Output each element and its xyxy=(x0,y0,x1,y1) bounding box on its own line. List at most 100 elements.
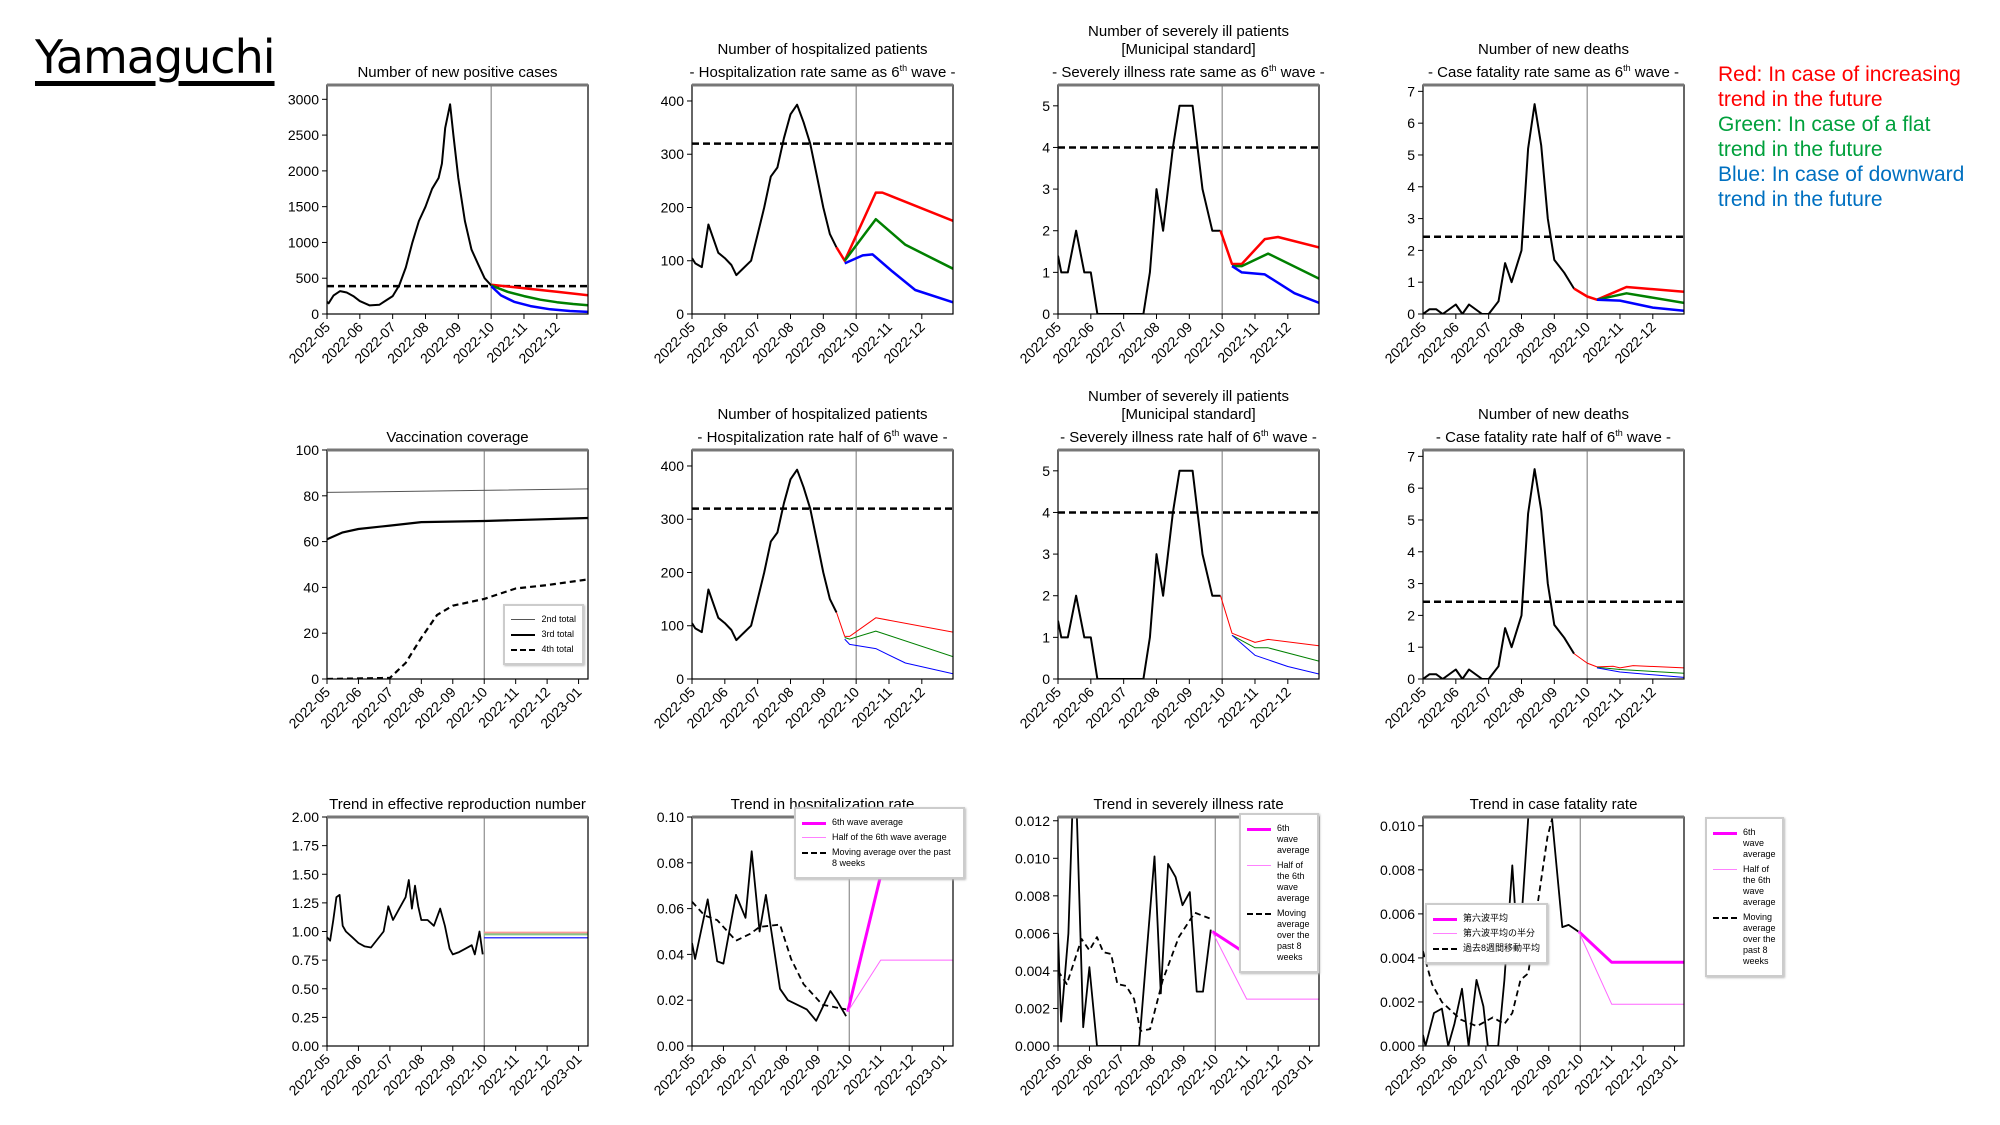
series-line-downward xyxy=(1596,667,1684,678)
series-line-flat xyxy=(1596,292,1684,305)
y-tick-label: 0 xyxy=(676,306,684,322)
y-tick-label: 2 xyxy=(1407,607,1415,623)
series-line-downward xyxy=(844,638,953,675)
y-tick-label: 1 xyxy=(1407,274,1415,290)
scenario-legend-line: Blue: In case of downward xyxy=(1718,163,1965,186)
series-line-actual xyxy=(1423,103,1575,314)
scenario-legend-line: Red: In case of increasing xyxy=(1718,63,1961,86)
legend-line-sample xyxy=(802,822,826,825)
series-line-downward xyxy=(844,253,953,304)
legend-label: Half of the 6th wave average xyxy=(1743,864,1776,907)
chart-case-fatality-rate: Trend in case fatality rate 0.000 0.002 0.0… xyxy=(1380,796,1784,1098)
legend-swatch xyxy=(1433,943,1457,954)
scenario-legend-line: Green: In case of a flat xyxy=(1718,113,1931,136)
chart-legend: 6th wave average Half of the 6th wave ave… xyxy=(1705,817,1784,977)
y-tick-label: 0.006 xyxy=(1380,906,1415,922)
series-line-actual xyxy=(1423,468,1575,679)
chart-severely-ill-same-rate: Number of severely ill patients [Municipa… xyxy=(1016,23,1324,366)
legend-entry: Moving average over the past 8 weeks xyxy=(1247,908,1311,963)
y-tick-label: 0 xyxy=(1407,671,1415,687)
y-tick-label: 3000 xyxy=(288,91,319,107)
y-tick-label: 500 xyxy=(296,270,320,286)
chart-legend: 6th wave average Half of the 6th wave ave… xyxy=(1239,813,1319,973)
legend-entry: 2nd total xyxy=(511,614,576,625)
chart-title: Number of new deaths - Case fatality rate… xyxy=(1343,406,1764,447)
legend-swatch xyxy=(1247,908,1271,919)
y-tick-label: 4 xyxy=(1407,179,1415,195)
legend-entry: 6th wave average xyxy=(802,817,957,828)
legend-line-sample xyxy=(1433,918,1457,921)
legend-label: 3rd total xyxy=(541,629,574,639)
y-tick-label: 0 xyxy=(1042,671,1050,687)
legend-line-sample xyxy=(802,852,826,854)
y-tick-label: 20 xyxy=(303,625,319,641)
chart-legend: 6th wave average Half of the 6th wave ave… xyxy=(794,807,965,879)
y-tick-label: 0 xyxy=(676,671,684,687)
plot-area: 01002003004002022-052022-062022-072022-0… xyxy=(650,448,954,731)
y-tick-label: 6 xyxy=(1407,480,1415,496)
chart-title-line: Trend in case fatality rate xyxy=(1469,796,1638,813)
y-tick-label: 2 xyxy=(1407,242,1415,258)
plot-content xyxy=(1058,450,1319,679)
series-line-downward xyxy=(1596,298,1684,313)
legend-label: 第六波平均 xyxy=(1463,913,1509,923)
y-tick-label: 3 xyxy=(1042,181,1050,197)
series-line-actual xyxy=(1058,104,1221,314)
legend-entry: 4th total xyxy=(511,644,576,655)
plot-area: 0123452022-052022-062022-072022-082022-0… xyxy=(1016,448,1320,731)
plot-content xyxy=(692,450,953,679)
region-title: Yamaguchi xyxy=(35,30,276,84)
y-tick-label: 4 xyxy=(1042,139,1050,155)
chart-title: Number of new deaths - Case fatality rate… xyxy=(1343,41,1764,82)
chart-reproduction-number: Trend in effective reproduction number 0.… xyxy=(285,796,589,1098)
legend-line-sample xyxy=(1433,933,1457,934)
plot-frame xyxy=(326,84,589,315)
series-line-moving-average-over-the-past-8-weeks xyxy=(692,901,847,1011)
y-tick-label: 0.10 xyxy=(657,809,684,825)
superscript: th xyxy=(1615,428,1623,438)
legend-label: 6th wave average xyxy=(832,817,904,827)
series-line-half-of-the-6th-wave-average xyxy=(1211,931,1319,1000)
series-line-weekly-rate xyxy=(1423,817,1579,1046)
y-tick-label: 0.000 xyxy=(1015,1038,1050,1054)
y-tick-label: 0.02 xyxy=(657,992,684,1008)
legend-swatch xyxy=(802,847,826,858)
y-tick-label: 0.75 xyxy=(292,952,319,968)
plot-frame xyxy=(326,816,589,1047)
scenario-legend-line: trend in the future xyxy=(1718,138,1883,161)
y-tick-label: 7 xyxy=(1407,448,1415,464)
series-line-actual xyxy=(692,468,838,642)
series-line-flat xyxy=(843,217,953,270)
y-tick-label: 0 xyxy=(1042,306,1050,322)
series-line-3rd-total xyxy=(327,516,588,541)
chart-title-line: Number of severely ill patients xyxy=(1088,388,1289,405)
y-tick-label: 0.006 xyxy=(1015,925,1050,941)
y-tick-label: 6 xyxy=(1407,115,1415,131)
y-tick-label: 0.06 xyxy=(657,901,684,917)
y-tick-label: 40 xyxy=(303,579,319,595)
plot-content xyxy=(327,85,588,314)
series-line-flat xyxy=(1232,252,1319,280)
y-tick-label: 3 xyxy=(1042,546,1050,562)
y-tick-label: 3 xyxy=(1407,576,1415,592)
chart-title-line: Number of new positive cases xyxy=(357,64,558,81)
y-tick-label: 400 xyxy=(661,458,685,474)
legend-swatch xyxy=(1433,928,1457,939)
chart-title-line: [Municipal standard] xyxy=(1121,41,1256,58)
legend-entry: 第六波平均の半分 xyxy=(1433,928,1540,939)
chart-title-line: - Severely illness rate same as 6th wave… xyxy=(1052,63,1325,81)
legend-line-sample xyxy=(1247,913,1271,915)
legend-line-sample xyxy=(1713,869,1737,870)
chart-title-line: Number of new deaths xyxy=(1478,41,1629,58)
y-tick-label: 5 xyxy=(1407,147,1415,163)
chart-title: Trend in case fatality rate xyxy=(1343,796,1764,814)
legend-swatch xyxy=(802,817,826,828)
chart-new-positive-cases: Number of new positive cases 0 500 1000 1500… xyxy=(285,64,589,366)
series-line-6th-wave-average xyxy=(846,873,953,1013)
plot-area: 0500100015002000250030002022-052022-0620… xyxy=(285,83,589,366)
chart-title-line: - Case fatality rate half of 6th wave - xyxy=(1435,428,1672,446)
series-line-increasing xyxy=(1573,653,1684,669)
chart-title-line: - Hospitalization rate same as 6th wave … xyxy=(689,63,956,81)
series-line-flat xyxy=(844,630,953,658)
y-tick-label: 0.50 xyxy=(292,981,319,997)
